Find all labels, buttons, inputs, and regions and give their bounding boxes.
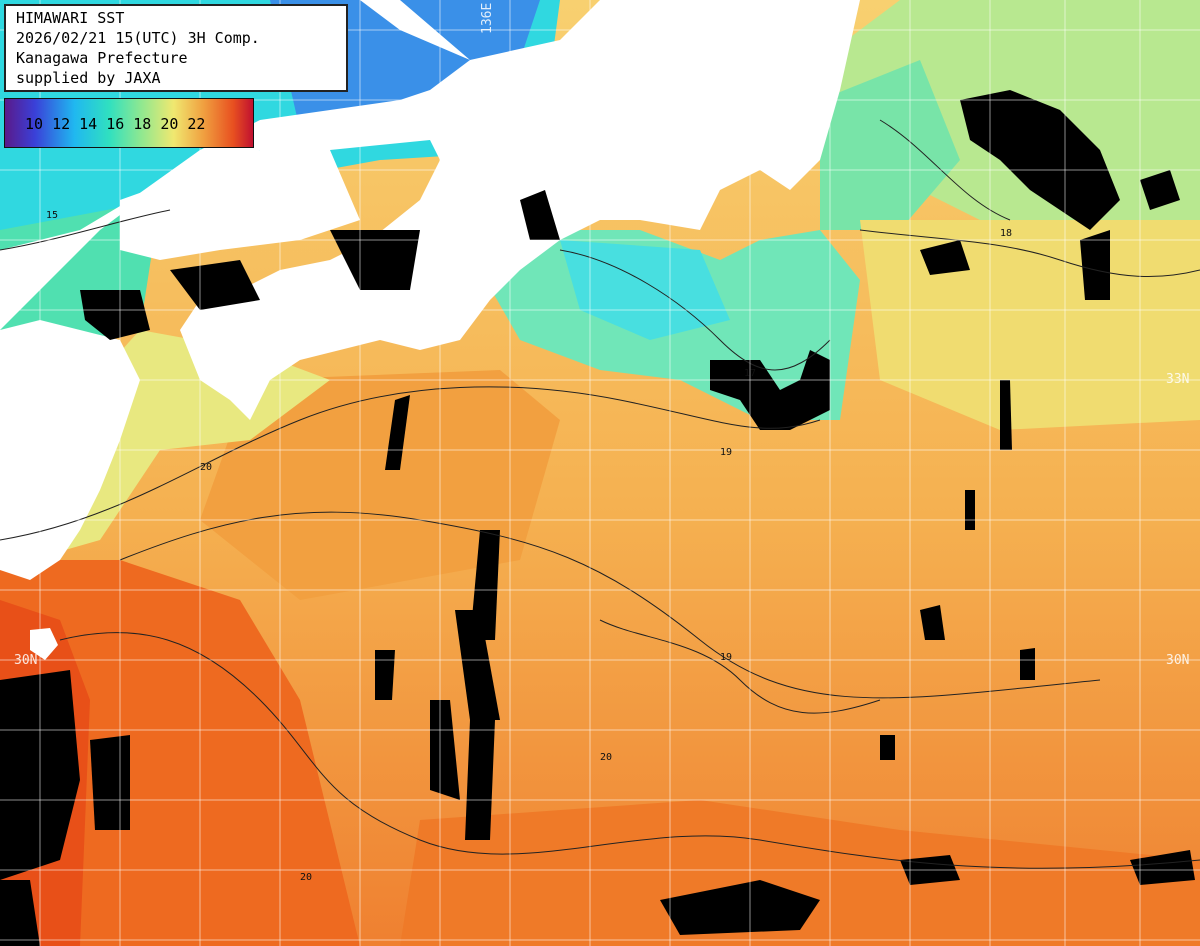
contour-19 xyxy=(0,386,821,541)
map-datetime: 2026/02/21 15(UTC) 3H Comp. xyxy=(16,29,260,47)
legend-color-bar xyxy=(5,99,253,147)
contour-18 xyxy=(859,229,1200,278)
temperature-legend: 10 12 14 16 18 20 22 xyxy=(4,98,254,148)
cloud-north-1 xyxy=(520,190,560,240)
map-title: HIMAWARI SST xyxy=(16,9,125,27)
cloud-east-4 xyxy=(1080,230,1110,300)
cloud-streak-1 xyxy=(385,395,410,470)
contour-19b xyxy=(119,511,1101,699)
lat-label-30n-left: 30N xyxy=(14,653,38,668)
cloud-south-1 xyxy=(660,880,820,935)
lon-label-136e: 136E xyxy=(480,2,495,34)
warm-water-west xyxy=(0,560,360,946)
contour-15 xyxy=(0,209,171,251)
warm-water-south xyxy=(400,800,1200,946)
cloud-speck-2 xyxy=(1000,380,1012,450)
cloud-streak-4 xyxy=(430,700,460,800)
contour-20 xyxy=(59,632,1200,869)
cloud-cover xyxy=(0,90,1195,946)
land-island xyxy=(30,628,58,660)
contour-17b xyxy=(879,119,1011,221)
map-credit: supplied by JAXA xyxy=(16,69,161,87)
lat-label-33n-right: 33N xyxy=(1166,372,1190,387)
cloud-south-3 xyxy=(1130,850,1195,885)
map-info-box: HIMAWARI SST 2026/02/21 15(UTC) 3H Comp.… xyxy=(4,4,348,92)
isotherm-contours xyxy=(0,119,1200,869)
cloud-izu xyxy=(710,350,830,430)
cloud-east-1 xyxy=(960,90,1120,230)
cloud-speck-1 xyxy=(965,490,975,530)
contour-labels: 15 17 18 19 19 20 20 20 xyxy=(46,210,1012,883)
contour-label-15: 15 xyxy=(46,210,58,221)
lat-label-33n-left: 33N xyxy=(14,372,38,387)
lat-label-30n-right: 30N xyxy=(1166,653,1190,668)
cloud-speck-5 xyxy=(880,735,895,760)
legend-label-22: 22 xyxy=(187,115,206,133)
cold-water-kumano xyxy=(560,240,730,340)
map-region: Kanagawa Prefecture xyxy=(16,49,188,67)
contour-label-20c: 20 xyxy=(300,872,312,883)
cloud-speck-4 xyxy=(1020,648,1035,680)
cloud-chugoku xyxy=(170,260,260,310)
cloud-streak-3 xyxy=(455,610,500,720)
cool-water-izu xyxy=(820,60,960,230)
cloud-east-3 xyxy=(920,240,970,275)
cloud-kinki xyxy=(330,230,420,290)
legend-labels: 10 12 14 16 18 20 22 xyxy=(25,115,214,133)
land-honshu-shikoku xyxy=(0,0,860,420)
contour-17 xyxy=(559,249,831,371)
warm-water-center xyxy=(200,370,560,600)
cloud-streak-5 xyxy=(465,720,495,840)
cloud-speck-3 xyxy=(920,605,945,640)
legend-label-14: 14 xyxy=(79,115,98,133)
cloud-streak-6 xyxy=(375,650,395,700)
contour-label-17: 17 xyxy=(744,368,756,379)
legend-label-20: 20 xyxy=(160,115,179,133)
contour-label-20b: 20 xyxy=(600,752,612,763)
cloud-west-2 xyxy=(90,735,130,830)
legend-label-16: 16 xyxy=(106,115,125,133)
cloud-inland-sea xyxy=(80,290,150,340)
cloud-west-3 xyxy=(0,880,40,946)
legend-label-12: 12 xyxy=(52,115,71,133)
contour-label-20: 20 xyxy=(200,462,212,473)
land-chugoku xyxy=(120,150,360,260)
legend-label-10: 10 xyxy=(25,115,44,133)
legend-label-18: 18 xyxy=(133,115,152,133)
cloud-east-2 xyxy=(1140,170,1180,210)
contour-label-19b: 19 xyxy=(720,652,732,663)
contour-label-18: 18 xyxy=(1000,228,1012,239)
contour-label-19: 19 xyxy=(720,447,732,458)
